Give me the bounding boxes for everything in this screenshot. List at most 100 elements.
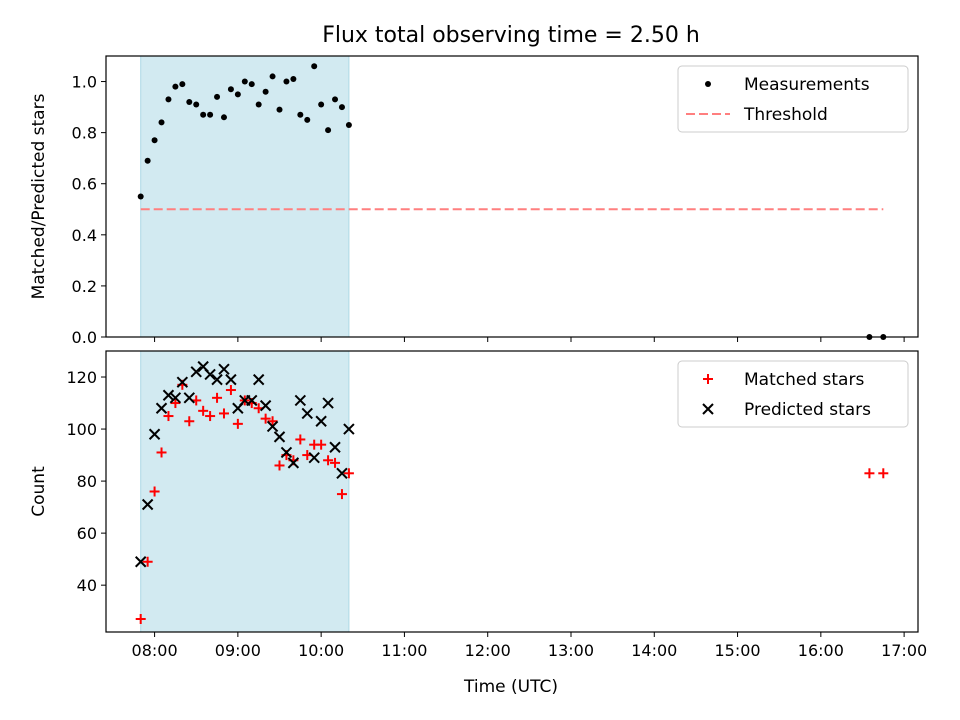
predicted-star-point <box>155 402 168 414</box>
predicted-star-point <box>287 457 300 469</box>
legend-box <box>677 65 909 133</box>
predicted-star-point <box>301 407 313 420</box>
predicted-star-point <box>218 363 230 375</box>
measurement-point <box>144 157 151 164</box>
measurement-point <box>214 93 221 100</box>
matched-star-point <box>149 486 160 497</box>
measurement-point <box>158 119 165 126</box>
legend-box <box>677 360 909 428</box>
predicted-star-point <box>336 467 348 479</box>
measurement-point <box>283 78 290 85</box>
predicted-star-point <box>315 415 327 427</box>
y-tick-label: 40 <box>77 576 97 595</box>
matched-star-point <box>343 468 354 479</box>
predicted-star-point <box>211 373 223 386</box>
x-tick-label: 09:00 <box>215 641 261 660</box>
predicted-star-point <box>343 423 355 435</box>
measurement-point <box>304 116 311 123</box>
predicted-star-point <box>280 446 293 459</box>
matched-star-point <box>163 411 174 422</box>
x-tick-label: 14:00 <box>631 641 677 660</box>
x-tick-label: 17:00 <box>881 641 927 660</box>
measurement-point <box>200 111 207 118</box>
y-tick-label: 0.6 <box>72 175 97 194</box>
predicted-star-point <box>294 394 307 407</box>
predicted-star-point <box>308 451 320 464</box>
measurement-point <box>311 63 318 70</box>
bottom-subplot: 40 60 80 100 120 08:00 09:00 10:00 11:00 12:00 13:… <box>29 350 927 660</box>
axes-frame <box>105 55 919 338</box>
y-tick-label: 1.0 <box>72 73 97 92</box>
x-tick-label: 16:00 <box>798 641 844 660</box>
measurement-point <box>151 137 158 144</box>
measurement-point <box>193 101 200 108</box>
figure-title: Flux total observing time = 2.50 h <box>322 23 700 48</box>
predicted-star-point <box>252 373 265 386</box>
matched-star-point <box>184 416 195 427</box>
predicted-star-point <box>225 373 237 386</box>
matched-star-point <box>142 556 153 567</box>
measurement-point <box>227 86 234 93</box>
y-tick-label: 60 <box>77 524 97 543</box>
x-tick-label: 11:00 <box>381 641 427 660</box>
predicted-star-point <box>273 431 286 443</box>
legend: Measurements Threshold <box>677 65 909 133</box>
y-tick-label: 0.8 <box>72 124 97 143</box>
shaded-observing-span <box>140 55 350 338</box>
x-axis-label: Time (UTC) <box>463 677 558 697</box>
y-axis-label: Count <box>29 466 49 517</box>
legend-label: Matched stars <box>744 370 864 390</box>
matched-star-point <box>205 411 216 422</box>
predicted-star-point <box>162 389 175 401</box>
y-tick-label: 0.2 <box>72 277 97 296</box>
measurement-point <box>220 114 227 121</box>
x-tick-label: 15:00 <box>715 641 761 660</box>
predicted-star-point <box>322 397 334 409</box>
x-tick-label: 08:00 <box>132 641 178 660</box>
matched-star-point <box>232 418 243 429</box>
x-tick-label: 12:00 <box>465 641 511 660</box>
predicted-star-point <box>266 420 279 433</box>
matched-star-point <box>267 416 278 427</box>
x-tick-label: 13:00 <box>548 641 594 660</box>
x-tick-label: 10:00 <box>298 641 344 660</box>
predicted-star-point <box>246 394 258 407</box>
predicted-star-point <box>259 399 272 412</box>
measurement-point <box>290 75 297 82</box>
measurement-point <box>325 127 332 134</box>
matched-star-point <box>316 439 327 450</box>
measurement-point <box>172 83 179 90</box>
measurement-point <box>179 81 186 88</box>
measurement-point <box>332 96 339 103</box>
measurement-point <box>207 111 214 118</box>
legend-marker-plus <box>703 374 713 384</box>
measurement-point <box>297 111 304 118</box>
measurement-point <box>269 73 276 80</box>
predicted-star-point <box>204 368 216 381</box>
legend-label: Predicted stars <box>744 400 871 420</box>
matched-star-point <box>323 455 334 466</box>
predicted-star-point <box>169 392 182 404</box>
legend-marker-dot <box>705 81 711 87</box>
legend-label: Measurements <box>744 75 870 95</box>
measurement-point <box>345 121 352 128</box>
matched-star-point <box>170 398 181 409</box>
matched-star-point <box>135 613 146 624</box>
matched-star-point <box>212 392 223 403</box>
y-tick-label: 120 <box>66 368 97 387</box>
measurement-point <box>165 96 172 103</box>
predicted-star-point <box>176 376 189 388</box>
legend-label: Threshold <box>743 105 828 125</box>
predicted-star-point <box>190 366 202 378</box>
predicted-star-point <box>134 556 147 568</box>
matched-star-point <box>225 385 236 396</box>
y-tick-label: 0.4 <box>72 226 97 245</box>
legend-marker-x <box>702 403 714 415</box>
measurement-point <box>137 193 144 200</box>
y-tick-label: 0.0 <box>72 328 97 347</box>
matched-star-point <box>274 460 285 471</box>
matched-star-point <box>878 468 889 479</box>
axes-frame <box>105 350 919 633</box>
measurement-point <box>276 106 283 113</box>
